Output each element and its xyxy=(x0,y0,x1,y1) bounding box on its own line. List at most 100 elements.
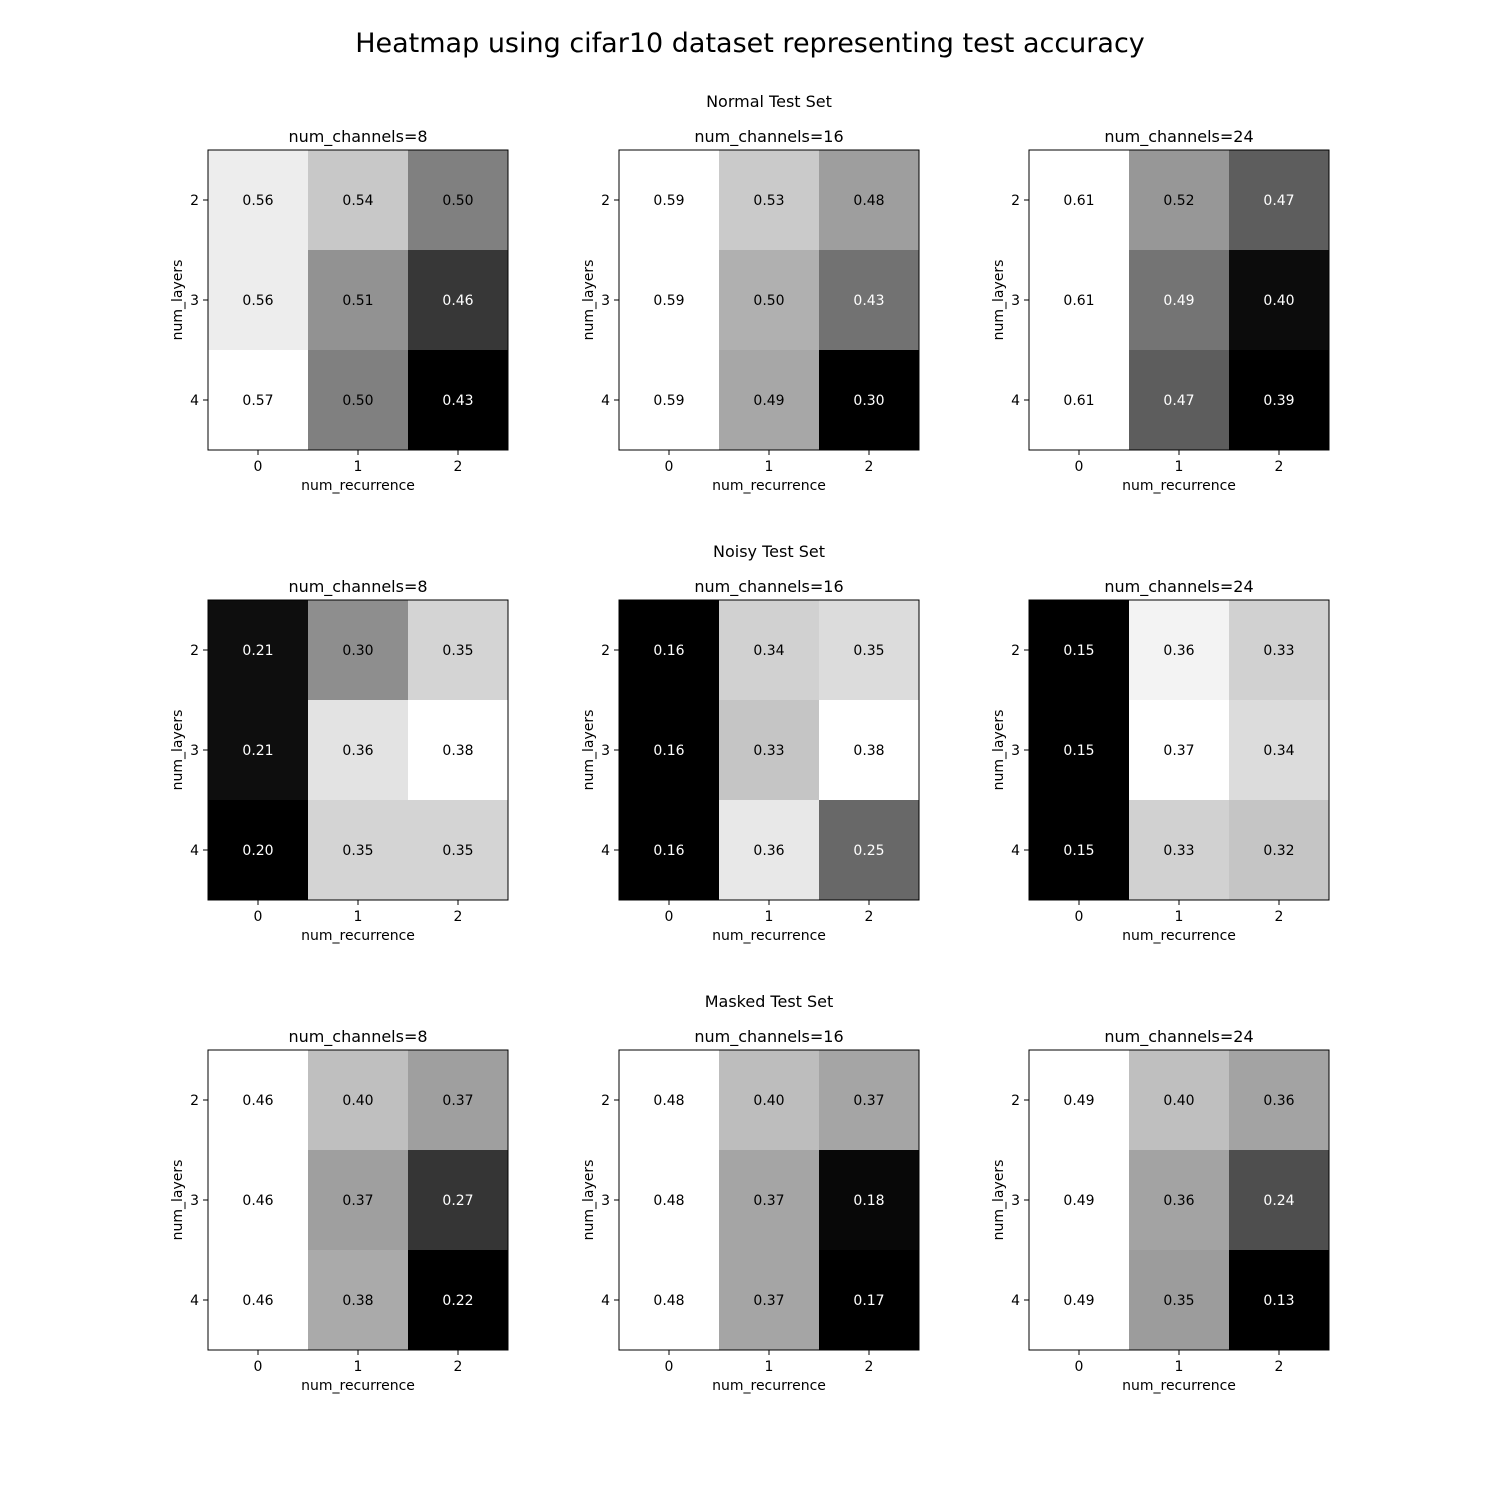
cell-value-label: 0.36 xyxy=(1163,643,1194,659)
cell-value-label: 0.50 xyxy=(753,293,784,309)
x-tick-label: 1 xyxy=(354,459,363,475)
heatmap-cell xyxy=(408,350,508,450)
cell-value-label: 0.56 xyxy=(242,293,273,309)
cell-value-label: 0.47 xyxy=(1263,193,1294,209)
heatmap-cell xyxy=(208,1050,308,1150)
heatmap-cell xyxy=(208,800,308,900)
cell-value-label: 0.24 xyxy=(1263,1193,1294,1209)
panel-title: num_channels=24 xyxy=(1104,577,1253,597)
x-tick-label: 0 xyxy=(254,459,263,475)
heatmap-cell xyxy=(1229,350,1329,450)
cell-value-label: 0.53 xyxy=(753,193,784,209)
heatmap-cell xyxy=(719,1250,819,1350)
x-tick-label: 0 xyxy=(665,1359,674,1375)
heatmap-cell xyxy=(819,600,919,700)
y-axis-label: num_layers xyxy=(581,260,597,341)
x-tick-label: 1 xyxy=(354,909,363,925)
heatmap-cell xyxy=(619,350,719,450)
heatmap-cell xyxy=(208,350,308,450)
cell-value-label: 0.35 xyxy=(342,843,373,859)
cell-value-label: 0.15 xyxy=(1063,743,1094,759)
heatmap-cell xyxy=(1129,1250,1229,1350)
x-tick-label: 2 xyxy=(865,1359,874,1375)
x-tick-label: 2 xyxy=(454,459,463,475)
cell-value-label: 0.36 xyxy=(753,843,784,859)
x-tick-label: 1 xyxy=(1175,909,1184,925)
heatmap-panel: num_channels=24 0.49 0.40 0.36 0.49 0.36 0.24 0… xyxy=(991,1027,1330,1394)
y-tick-label: 3 xyxy=(601,293,610,309)
row-title: Normal Test Set xyxy=(706,92,832,111)
y-tick-label: 3 xyxy=(190,293,199,309)
cell-value-label: 0.36 xyxy=(1263,1093,1294,1109)
x-tick-label: 0 xyxy=(1075,909,1084,925)
y-tick-label: 4 xyxy=(601,393,610,409)
panel-title: num_channels=16 xyxy=(694,577,843,597)
cell-value-label: 0.20 xyxy=(242,843,273,859)
cell-value-label: 0.56 xyxy=(242,193,273,209)
heatmap-cell xyxy=(819,150,919,250)
cell-value-label: 0.49 xyxy=(1063,1193,1094,1209)
panel-title: num_channels=24 xyxy=(1104,1027,1253,1047)
cell-value-label: 0.35 xyxy=(442,643,473,659)
x-tick-label: 0 xyxy=(254,909,263,925)
cell-value-label: 0.40 xyxy=(753,1093,784,1109)
heatmap-cell xyxy=(1229,250,1329,350)
heatmap-cell xyxy=(819,1250,919,1350)
cell-value-label: 0.33 xyxy=(753,743,784,759)
cell-value-label: 0.43 xyxy=(442,393,473,409)
cell-value-label: 0.61 xyxy=(1063,293,1094,309)
y-tick-label: 4 xyxy=(190,1293,199,1309)
x-tick-label: 1 xyxy=(1175,1359,1184,1375)
y-tick-label: 2 xyxy=(1011,1093,1020,1109)
heatmap-cell xyxy=(1129,1050,1229,1150)
y-axis-label: num_layers xyxy=(991,710,1007,791)
cell-value-label: 0.32 xyxy=(1263,843,1294,859)
cell-value-label: 0.16 xyxy=(653,743,684,759)
cell-value-label: 0.17 xyxy=(853,1293,884,1309)
x-axis-label: num_recurrence xyxy=(712,928,826,944)
cell-value-label: 0.21 xyxy=(242,743,273,759)
heatmap-cell xyxy=(1229,1050,1329,1150)
y-tick-label: 3 xyxy=(1011,293,1020,309)
y-tick-label: 2 xyxy=(190,643,199,659)
x-tick-label: 2 xyxy=(1275,459,1284,475)
heatmap-cell xyxy=(308,600,408,700)
heatmap-cell xyxy=(1229,1250,1329,1350)
heatmap-grid: Normal Test Set num_channels=8 0.56 0.54 0.5… xyxy=(170,92,1330,1394)
heatmap-cell xyxy=(719,600,819,700)
cell-value-label: 0.27 xyxy=(442,1193,473,1209)
heatmap-cell xyxy=(619,1250,719,1350)
y-tick-label: 2 xyxy=(601,1093,610,1109)
x-tick-label: 2 xyxy=(865,459,874,475)
heatmap-panel: num_channels=24 0.15 0.36 0.33 0.15 0.37 0.34 0… xyxy=(991,577,1330,944)
heatmap-cell xyxy=(719,1050,819,1150)
cell-value-label: 0.34 xyxy=(1263,743,1294,759)
heatmap-cell xyxy=(719,350,819,450)
heatmap-cell xyxy=(619,250,719,350)
panel-title: num_channels=16 xyxy=(694,1027,843,1047)
x-tick-label: 2 xyxy=(1275,1359,1284,1375)
cell-value-label: 0.39 xyxy=(1263,393,1294,409)
cell-value-label: 0.37 xyxy=(1163,743,1194,759)
heatmap-cell xyxy=(208,600,308,700)
heatmap-cell xyxy=(1029,800,1129,900)
heatmap-cell xyxy=(1029,700,1129,800)
heatmap-cell xyxy=(619,150,719,250)
x-axis-label: num_recurrence xyxy=(301,478,415,494)
cell-value-label: 0.22 xyxy=(442,1293,473,1309)
cell-value-label: 0.34 xyxy=(753,643,784,659)
heatmap-cell xyxy=(619,600,719,700)
cell-value-label: 0.16 xyxy=(653,643,684,659)
y-tick-label: 2 xyxy=(190,1093,199,1109)
heatmap-cell xyxy=(819,350,919,450)
heatmap-cell xyxy=(408,1250,508,1350)
cell-value-label: 0.37 xyxy=(342,1193,373,1209)
heatmap-cell xyxy=(1029,150,1129,250)
y-tick-label: 2 xyxy=(1011,643,1020,659)
heatmap-panel: num_channels=8 0.21 0.30 0.35 0.21 0.36 0.38 0.… xyxy=(170,577,509,944)
x-tick-label: 1 xyxy=(354,1359,363,1375)
heatmap-cell xyxy=(1029,250,1129,350)
heatmap-cell xyxy=(308,350,408,450)
cell-value-label: 0.35 xyxy=(1163,1293,1194,1309)
